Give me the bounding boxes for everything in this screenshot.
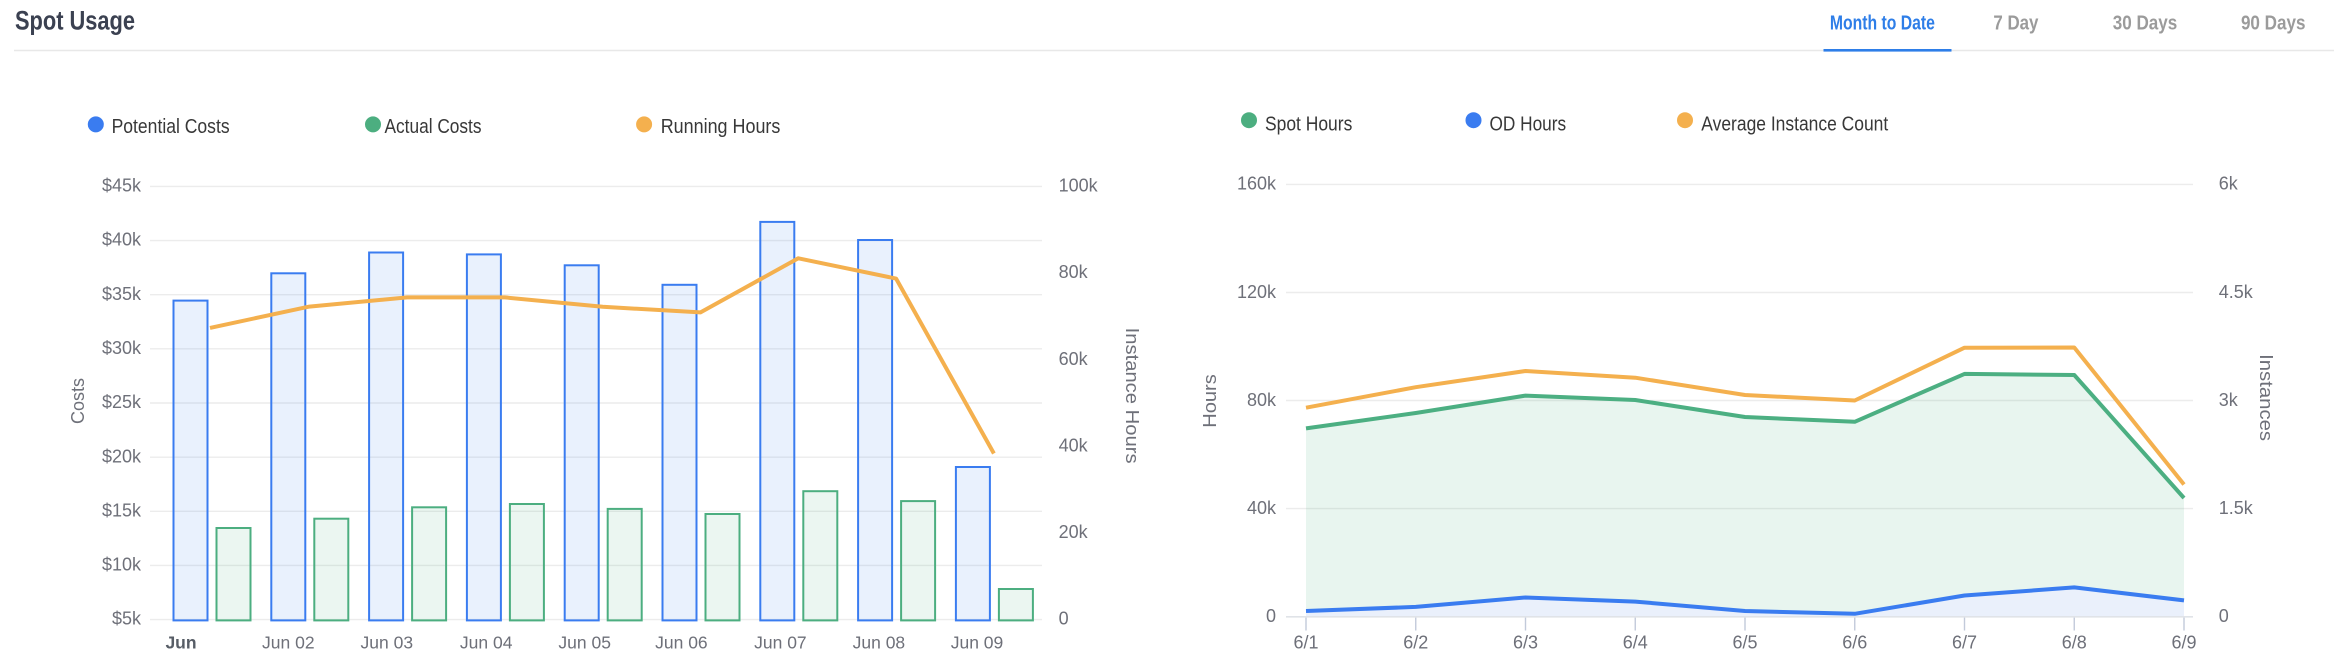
svg-text:Jun: Jun: [165, 633, 196, 653]
svg-text:$30k: $30k: [102, 338, 142, 358]
svg-text:$25k: $25k: [102, 392, 142, 412]
svg-text:6/6: 6/6: [1842, 632, 1867, 652]
svg-text:Spot Hours: Spot Hours: [1265, 114, 1352, 136]
svg-text:Jun 04: Jun 04: [460, 633, 513, 653]
svg-text:7 Day: 7 Day: [1993, 13, 2039, 35]
svg-text:40k: 40k: [1247, 498, 1277, 518]
svg-text:Running Hours: Running Hours: [661, 116, 781, 138]
svg-text:$45k: $45k: [102, 176, 142, 196]
svg-text:6/9: 6/9: [2171, 632, 2196, 652]
svg-text:Instance Hours: Instance Hours: [1122, 328, 1142, 464]
svg-text:Jun 06: Jun 06: [655, 633, 708, 653]
svg-text:Month to Date: Month to Date: [1830, 13, 1935, 35]
svg-text:6/5: 6/5: [1732, 632, 1757, 652]
svg-text:Jun 09: Jun 09: [951, 633, 1004, 653]
svg-text:6/7: 6/7: [1952, 632, 1977, 652]
svg-text:160k: 160k: [1237, 174, 1277, 194]
svg-text:$15k: $15k: [102, 500, 142, 520]
svg-text:0: 0: [1266, 606, 1276, 626]
svg-text:4.5k: 4.5k: [2219, 282, 2254, 302]
svg-text:Jun 05: Jun 05: [558, 633, 611, 653]
svg-text:Actual Costs: Actual Costs: [385, 116, 482, 138]
svg-text:6k: 6k: [2219, 174, 2239, 194]
svg-text:3k: 3k: [2219, 390, 2239, 410]
svg-text:Costs: Costs: [68, 378, 88, 424]
svg-text:Hours: Hours: [1200, 374, 1220, 428]
svg-text:$40k: $40k: [102, 230, 142, 250]
svg-text:1.5k: 1.5k: [2219, 498, 2254, 518]
svg-text:30 Days: 30 Days: [2113, 13, 2178, 35]
svg-text:100k: 100k: [1059, 176, 1099, 196]
svg-text:6/1: 6/1: [1293, 632, 1318, 652]
svg-text:90 Days: 90 Days: [2241, 13, 2306, 35]
svg-text:$35k: $35k: [102, 284, 142, 304]
svg-text:Jun 02: Jun 02: [262, 633, 315, 653]
svg-text:120k: 120k: [1237, 282, 1277, 302]
svg-text:20k: 20k: [1059, 522, 1089, 542]
svg-text:$5k: $5k: [112, 609, 142, 629]
svg-text:Average Instance Count: Average Instance Count: [1701, 114, 1888, 136]
svg-text:80k: 80k: [1247, 390, 1277, 410]
svg-text:40k: 40k: [1059, 435, 1089, 455]
svg-text:$20k: $20k: [102, 446, 142, 466]
svg-text:Potential Costs: Potential Costs: [112, 116, 230, 138]
svg-text:0: 0: [1059, 609, 1069, 629]
svg-text:Jun 07: Jun 07: [754, 633, 807, 653]
svg-text:OD Hours: OD Hours: [1490, 114, 1567, 136]
svg-text:Instances: Instances: [2256, 354, 2276, 441]
svg-text:6/8: 6/8: [2062, 632, 2087, 652]
svg-text:6/3: 6/3: [1513, 632, 1538, 652]
svg-text:80k: 80k: [1059, 262, 1089, 282]
svg-text:Jun 08: Jun 08: [853, 633, 906, 653]
svg-text:0: 0: [2219, 606, 2229, 626]
svg-text:6/2: 6/2: [1403, 632, 1428, 652]
svg-text:Jun 03: Jun 03: [361, 633, 414, 653]
svg-text:60k: 60k: [1059, 349, 1089, 369]
svg-text:$10k: $10k: [102, 555, 142, 575]
svg-text:6/4: 6/4: [1623, 632, 1648, 652]
svg-text:Spot Usage: Spot Usage: [15, 6, 135, 36]
